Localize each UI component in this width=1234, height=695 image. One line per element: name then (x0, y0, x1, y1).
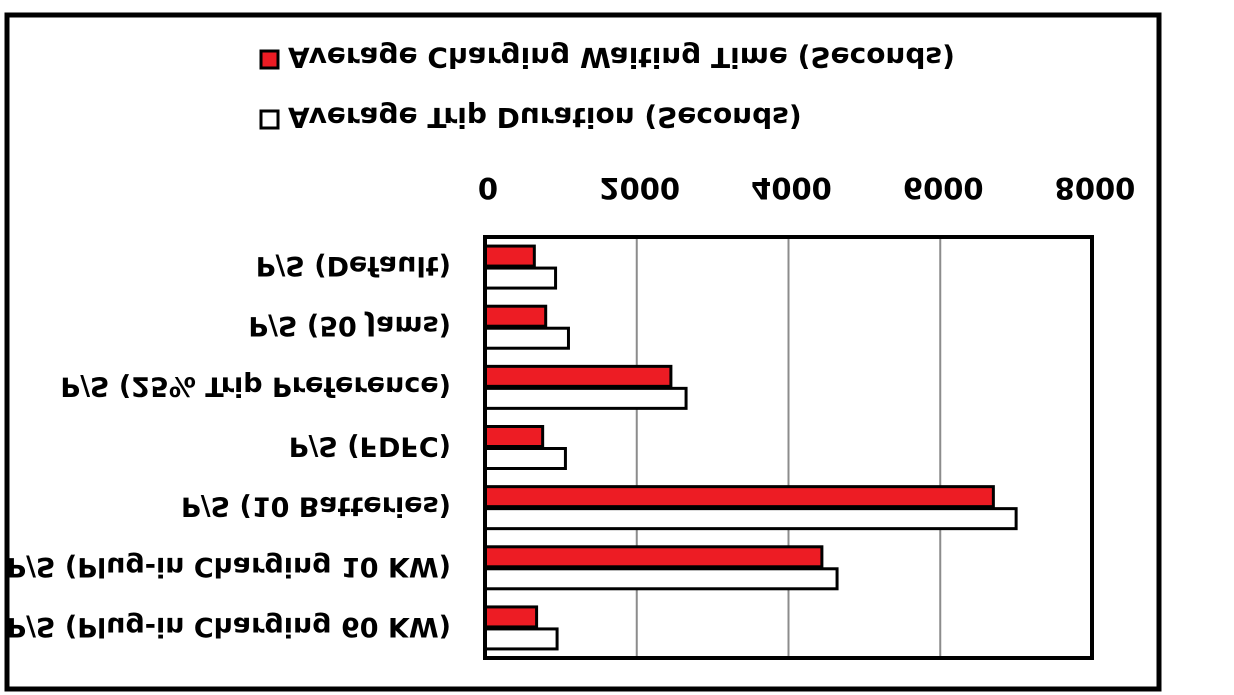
bars (483, 244, 1018, 651)
bar-series2-4 (483, 507, 1018, 531)
bar-series1-4 (483, 485, 995, 509)
legend-swatch-1 (259, 49, 280, 70)
bar-series2-3 (483, 447, 567, 470)
category-label: P/S (Plug-in Charging 60 KW) (6, 611, 451, 642)
x-tick-label: 0 (478, 171, 498, 205)
plot-border (483, 235, 1094, 660)
bar-series2-1 (483, 326, 570, 350)
bar-series1-1 (483, 304, 548, 328)
category-label: P/S (Default) (256, 250, 451, 281)
bar-series2-5 (483, 567, 839, 591)
x-tick-label: 4000 (751, 171, 832, 205)
x-tick-label: 8000 (1055, 171, 1136, 205)
y-axis-labels: P/S (Default) P/S (50 Jams) P/S (25% Trip … (6, 250, 451, 642)
legend: Average Charging Waiting Time (Seconds) A… (259, 41, 955, 134)
x-tick-label: 6000 (903, 171, 984, 205)
bar-series1-6 (483, 605, 539, 629)
legend-label-2: Average Trip Duration (Seconds) (288, 101, 802, 134)
x-tick-label: 2000 (599, 171, 680, 205)
bar-series1-2 (483, 364, 673, 388)
bar-series1-5 (483, 545, 824, 569)
bar-series2-2 (483, 386, 688, 410)
legend-swatch-2 (259, 109, 280, 130)
bar-series1-0 (483, 244, 536, 268)
category-label: P/S (FDFC) (289, 431, 451, 462)
bar-series2-6 (483, 627, 559, 651)
legend-label-1: Average Charging Waiting Time (Seconds) (288, 41, 955, 74)
x-axis: 0 2000 4000 6000 8000 (478, 171, 1135, 205)
category-label: P/S (50 Jams) (248, 310, 451, 341)
category-label: P/S (10 Batteries) (181, 491, 451, 522)
bar-series2-0 (483, 266, 558, 290)
category-label: P/S (25% Trip Preference) (60, 370, 451, 401)
bar-series1-3 (483, 425, 545, 448)
category-label: P/S (Plug-in Charging 10 KW) (6, 551, 451, 582)
